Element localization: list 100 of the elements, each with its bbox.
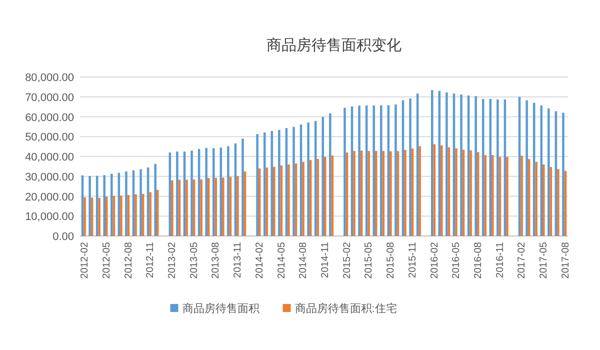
bar <box>98 198 100 236</box>
bar <box>368 150 370 236</box>
x-tick-label: 2017-08 <box>560 242 572 279</box>
x-tick-label: 2012-11 <box>145 242 156 278</box>
bar <box>242 138 244 236</box>
bar <box>470 150 472 236</box>
bar <box>380 105 382 236</box>
x-tick-label: 2015-11 <box>407 242 418 278</box>
bar <box>190 150 193 236</box>
bar <box>492 155 494 236</box>
bar <box>542 164 545 236</box>
bar <box>372 105 375 236</box>
bar <box>266 167 268 236</box>
x-tick-label: 2016-11 <box>494 242 506 278</box>
bar <box>440 145 443 236</box>
x-tick-label: 2014-05 <box>276 242 288 279</box>
bar <box>418 146 421 236</box>
bar <box>103 175 106 236</box>
bar <box>214 178 218 236</box>
y-tick-label: 80,000.00 <box>25 72 74 84</box>
bar <box>353 150 356 236</box>
bar <box>394 104 397 236</box>
bar <box>526 100 528 236</box>
x-tick-label: 2013-08 <box>210 242 222 279</box>
y-tick-label: 20,000.00 <box>25 191 74 204</box>
bar <box>288 164 290 236</box>
bar <box>446 92 448 236</box>
x-tick-label: 2012-08 <box>123 242 134 279</box>
x-tick-label: 2015-02 <box>342 242 353 279</box>
bar <box>110 174 113 236</box>
bar <box>562 112 564 236</box>
legend-label: 商品房待售面积 <box>182 302 260 315</box>
bar <box>105 196 108 236</box>
legend-label: 商品房待售面积:住宅 <box>294 302 397 315</box>
y-tick-label: 30,000.00 <box>25 171 74 184</box>
bar <box>273 166 276 236</box>
bar <box>484 155 486 236</box>
bar <box>540 105 543 236</box>
bar <box>548 108 550 236</box>
bar <box>404 150 406 236</box>
bar <box>88 176 91 236</box>
x-tick-label: 2016-02 <box>429 242 440 279</box>
bar <box>324 156 326 236</box>
bar <box>409 98 412 236</box>
bar <box>154 164 156 236</box>
bar <box>256 134 258 236</box>
bar <box>322 116 324 236</box>
bar <box>557 169 560 236</box>
bar <box>455 148 458 236</box>
y-tick-label: 60,000.00 <box>25 112 74 124</box>
bar <box>227 146 230 236</box>
bar <box>278 130 280 236</box>
x-tick-label: 2014-08 <box>298 242 310 279</box>
bar <box>535 162 538 236</box>
x-tick-label: 2017-05 <box>538 242 550 279</box>
bar <box>171 180 174 236</box>
bar <box>176 152 178 236</box>
x-tick-label: 2016-05 <box>451 242 462 279</box>
y-tick-label: 10,000.00 <box>25 211 74 224</box>
chart-title: 商品房待售面积变化 <box>266 37 402 54</box>
x-tick-label: 2012-05 <box>101 242 112 279</box>
y-tick-label: 40,000.00 <box>25 152 74 164</box>
x-tick-label: 2015-05 <box>364 242 375 279</box>
bar <box>329 113 332 236</box>
bar <box>496 99 499 236</box>
bar <box>520 156 523 236</box>
bar <box>506 156 508 236</box>
bar <box>292 126 295 236</box>
x-tick-label: 2017-02 <box>516 242 528 279</box>
x-tick-label: 2012-02 <box>80 242 91 279</box>
bar <box>120 196 122 236</box>
bar <box>140 169 142 236</box>
bar <box>460 94 462 236</box>
bar <box>302 162 304 236</box>
x-tick-label: 2013-05 <box>188 242 200 279</box>
x-tick-label: 2014-11 <box>320 242 331 278</box>
x-tick-label: 2016-08 <box>472 242 484 279</box>
y-tick-label: 0.00 <box>52 231 74 243</box>
y-tick-label: 70,000.00 <box>25 92 74 104</box>
x-tick-label: 2013-11 <box>232 242 244 278</box>
bar <box>344 108 346 236</box>
bar <box>430 90 434 236</box>
x-tick-label: 2013-02 <box>167 242 178 279</box>
bar <box>186 180 188 236</box>
bar <box>236 176 239 236</box>
x-tick-label: 2014-02 <box>254 242 266 279</box>
bar <box>149 192 152 236</box>
bar <box>390 151 392 236</box>
bar <box>125 171 128 236</box>
bar <box>200 179 202 236</box>
bar <box>307 122 310 236</box>
bar <box>222 178 224 236</box>
bar <box>474 96 477 236</box>
bar <box>205 148 208 236</box>
bar <box>134 194 137 236</box>
y-tick-label: 50,000.00 <box>25 132 74 144</box>
x-tick-label: 2015-08 <box>386 242 397 279</box>
bar <box>358 106 360 236</box>
bar <box>316 158 319 236</box>
bar <box>84 197 86 236</box>
